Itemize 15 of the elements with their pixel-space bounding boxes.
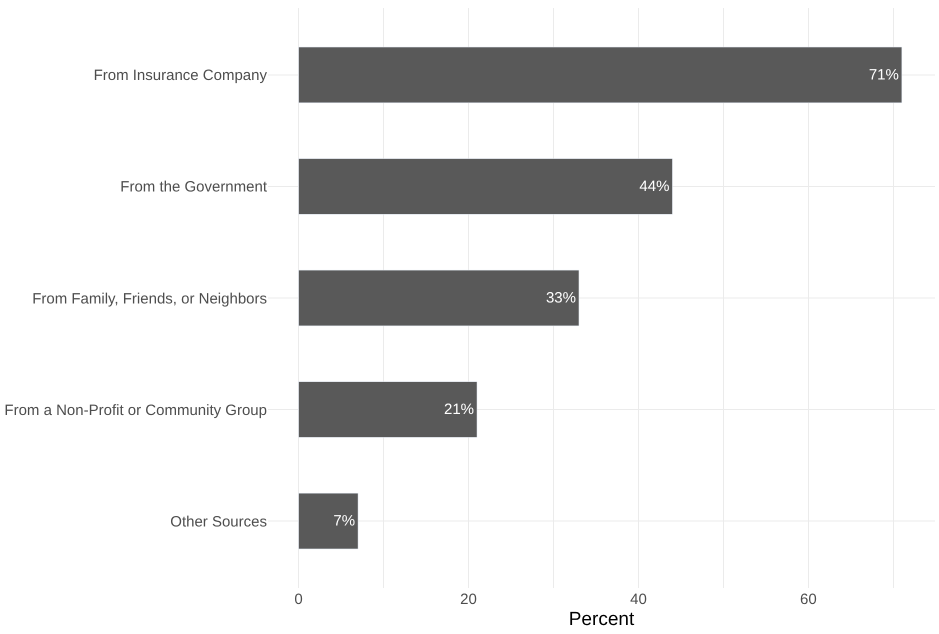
x-tick-label: 20	[460, 591, 477, 608]
data-label: 21%	[444, 401, 474, 418]
data-label: 71%	[868, 66, 899, 84]
data-label: 44%	[639, 178, 670, 195]
x-tick-label: 60	[800, 591, 817, 608]
y-tick-label: From a Non-Profit or Community Group	[4, 402, 267, 419]
data-label: 33%	[546, 290, 576, 306]
x-tick-label: 40	[630, 591, 647, 608]
y-tick-label: From Insurance Company	[94, 67, 268, 84]
data-label: 7%	[333, 512, 356, 530]
y-tick-label: Other Sources	[170, 513, 267, 530]
x-tick-label: 0	[294, 591, 303, 608]
y-tick-label: From Family, Friends, or Neighbors	[32, 290, 267, 308]
y-tick-label: From the Government	[120, 178, 268, 196]
x-axis-title: Percent	[568, 608, 635, 630]
